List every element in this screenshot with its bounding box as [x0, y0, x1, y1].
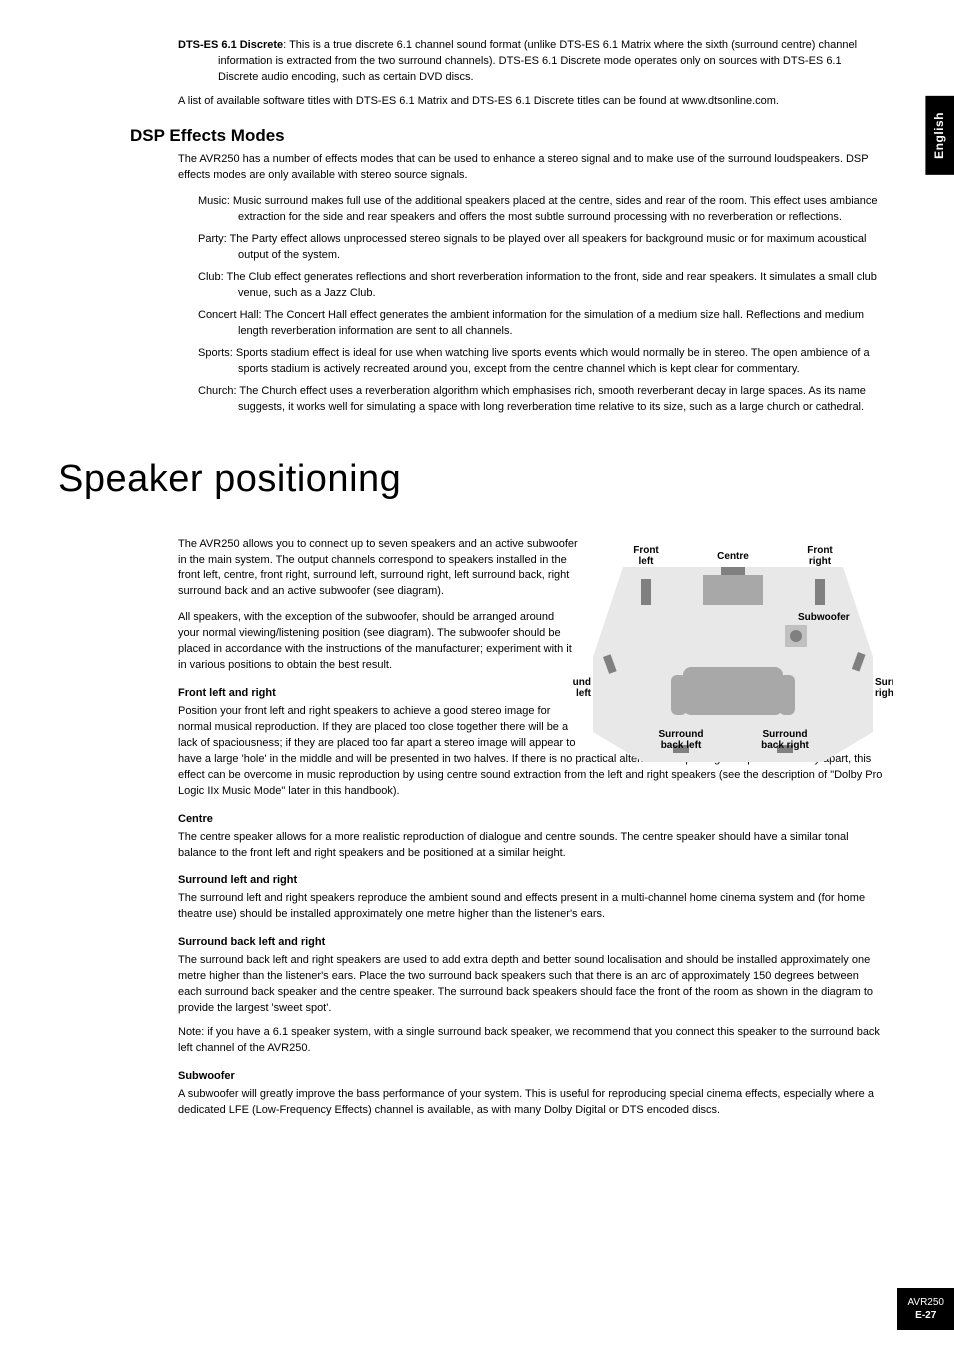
- flr-heading: Front left and right: [178, 686, 578, 702]
- dsp-mode-label: Party:: [198, 233, 227, 245]
- flr-p1: Position your front left and right speak…: [178, 704, 578, 752]
- dsp-mode-text: The Party effect allows unprocessed ster…: [227, 233, 867, 261]
- dts-es-label: DTS-ES 6.1 Discrete: [178, 39, 283, 51]
- dsp-mode-label: Club:: [198, 271, 224, 283]
- dsp-mode-text: The Club effect generates reflections an…: [224, 271, 877, 299]
- svg-text:Centre: Centre: [717, 551, 749, 562]
- slr-p: The surround left and right speakers rep…: [178, 891, 883, 923]
- svg-text:Frontright: Frontright: [807, 545, 833, 567]
- slr-heading: Surround left and right: [178, 873, 883, 889]
- dsp-mode-item: Concert Hall: The Concert Hall effect ge…: [198, 308, 883, 340]
- footer-page: E-27: [907, 1309, 944, 1322]
- dsp-mode-text: Sports stadium effect is ideal for use w…: [233, 347, 870, 375]
- dts-es-block: DTS-ES 6.1 Discrete: This is a true disc…: [178, 38, 883, 86]
- dsp-mode-label: Music:: [198, 195, 230, 207]
- dsp-intro: The AVR250 has a number of effects modes…: [178, 152, 883, 184]
- dsp-mode-item: Sports: Sports stadium effect is ideal f…: [198, 346, 883, 378]
- dsp-mode-text: Music surround makes full use of the add…: [230, 195, 878, 223]
- sblr-p2: Note: if you have a 6.1 speaker system, …: [178, 1025, 883, 1057]
- dsp-mode-item: Party: The Party effect allows unprocess…: [198, 232, 883, 264]
- dsp-mode-label: Church:: [198, 385, 237, 397]
- spk-heading: Speaker positioning: [58, 452, 883, 507]
- svg-text:Surroundleft: Surroundleft: [573, 677, 592, 699]
- svg-text:Surroundback left: Surroundback left: [659, 729, 704, 751]
- page-footer-tab: AVR250 E-27: [897, 1288, 954, 1330]
- dsp-mode-item: Club: The Club effect generates reflecti…: [198, 270, 883, 302]
- dsp-mode-text: The Church effect uses a reverberation a…: [237, 385, 866, 413]
- sblr-heading: Surround back left and right: [178, 935, 883, 951]
- dsp-mode-item: Music: Music surround makes full use of …: [198, 194, 883, 226]
- dsp-mode-text: The Concert Hall effect generates the am…: [238, 309, 864, 337]
- speaker-diagram: Frontleft Centre Frontright Subwoofer Su…: [573, 537, 893, 787]
- sblr-p1: The surround back left and right speaker…: [178, 953, 883, 1017]
- dts-note: A list of available software titles with…: [178, 94, 883, 110]
- dts-es-text: : This is a true discrete 6.1 channel so…: [218, 39, 857, 83]
- svg-text:Surroundright: Surroundright: [875, 677, 893, 699]
- centre-p: The centre speaker allows for a more rea…: [178, 830, 883, 862]
- footer-model: AVR250: [907, 1296, 944, 1309]
- dsp-mode-label: Concert Hall:: [198, 309, 262, 321]
- centre-heading: Centre: [178, 812, 883, 828]
- dsp-mode-item: Church: The Church effect uses a reverbe…: [198, 384, 883, 416]
- spk-intro2: All speakers, with the exception of the …: [178, 610, 578, 674]
- sub-p: A subwoofer will greatly improve the bas…: [178, 1087, 883, 1119]
- dsp-heading: DSP Effects Modes: [130, 124, 883, 149]
- sub-heading: Subwoofer: [178, 1069, 883, 1085]
- svg-text:Frontleft: Frontleft: [633, 545, 659, 567]
- spk-intro1: The AVR250 allows you to connect up to s…: [178, 537, 578, 601]
- dsp-mode-label: Sports:: [198, 347, 233, 359]
- svg-text:Surroundback right: Surroundback right: [761, 729, 809, 751]
- svg-text:Subwoofer: Subwoofer: [798, 612, 850, 623]
